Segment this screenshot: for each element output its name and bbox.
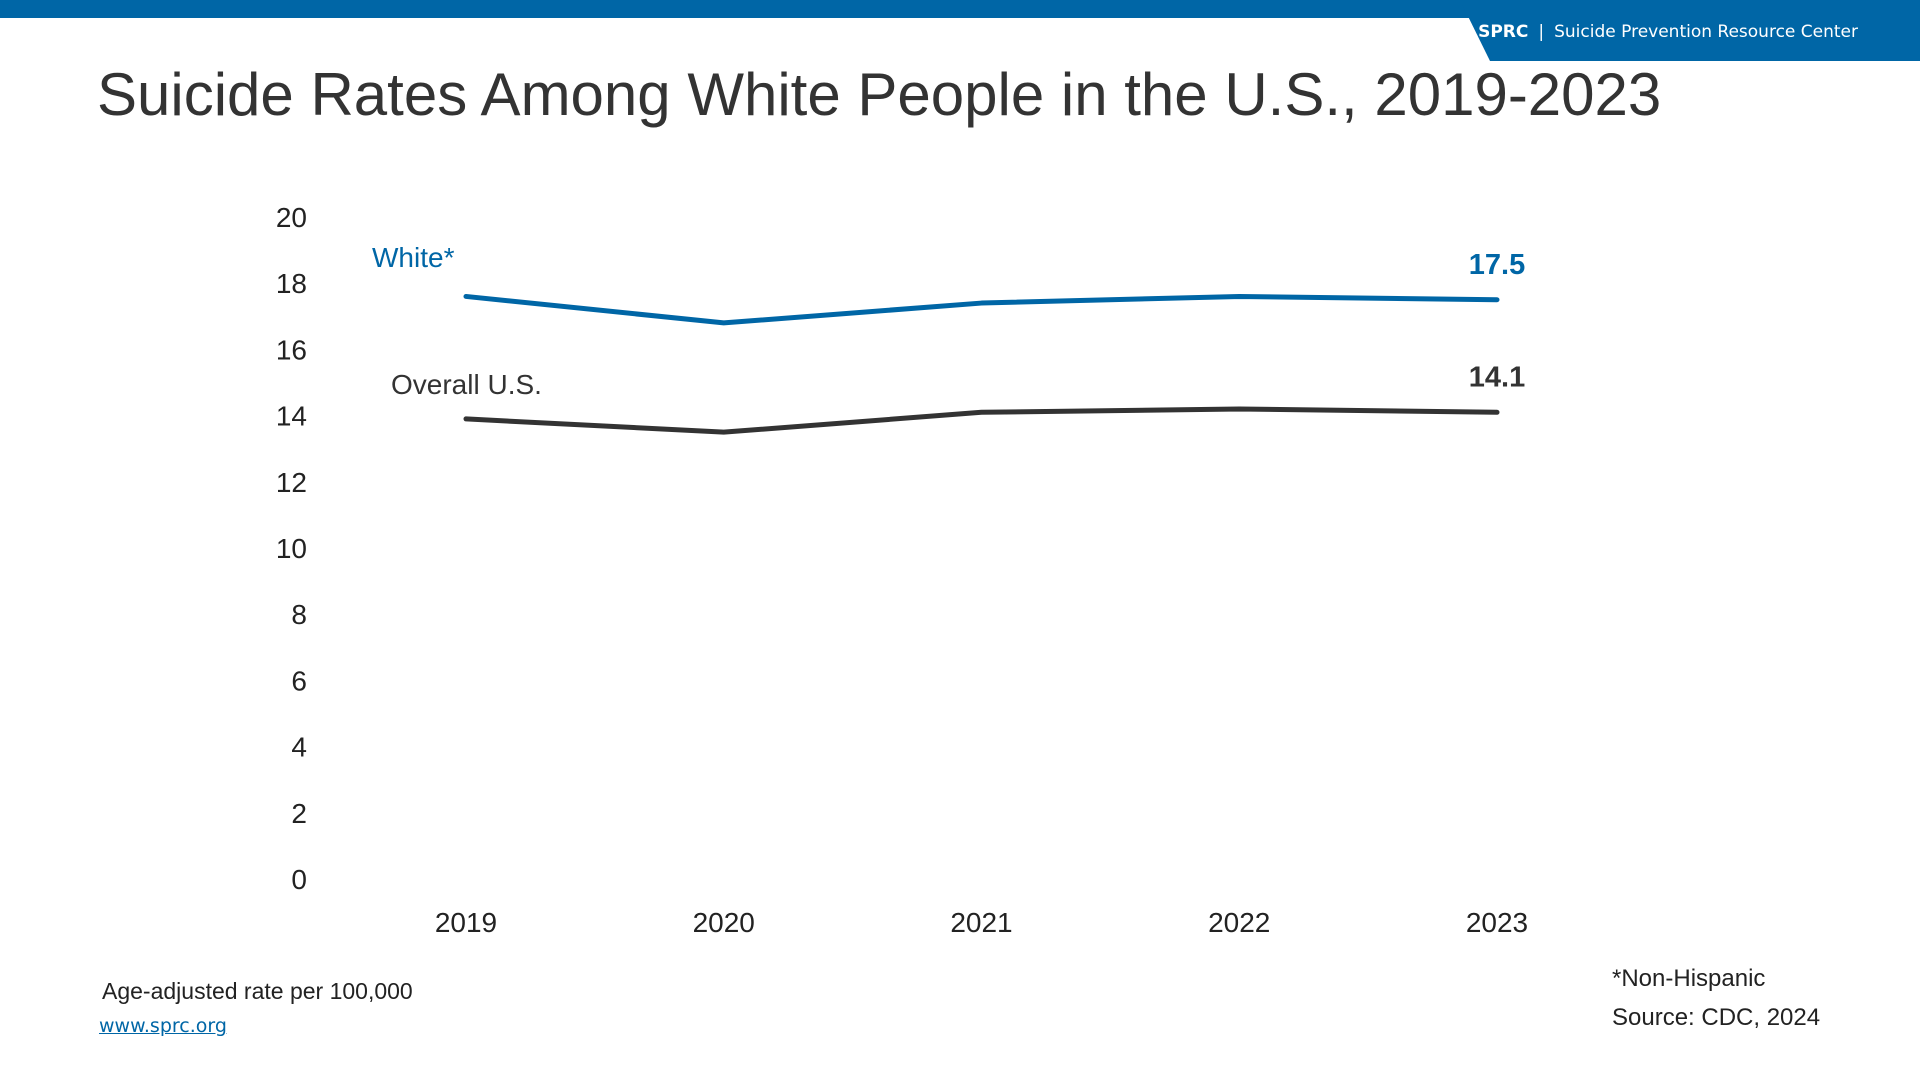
end-value-label: 17.5 bbox=[1469, 249, 1525, 281]
x-tick-label: 2023 bbox=[1466, 907, 1528, 938]
brand-tab: SPRC | Suicide Prevention Resource Cente… bbox=[1460, 0, 1920, 61]
series-name-label: Overall U.S. bbox=[391, 369, 542, 400]
x-tick-label: 2020 bbox=[693, 907, 755, 938]
y-tick-label: 8 bbox=[291, 599, 307, 630]
brand-name: Suicide Prevention Resource Center bbox=[1554, 21, 1858, 42]
y-axis-ticks: 0 2 4 6 8 10 12 14 16 18 20 bbox=[276, 202, 307, 895]
website-link[interactable]: www.sprc.org bbox=[99, 1015, 227, 1037]
y-tick-label: 2 bbox=[291, 798, 307, 829]
page-title: Suicide Rates Among White People in the … bbox=[97, 61, 1662, 128]
series-line bbox=[463, 293, 1500, 326]
y-tick-label: 6 bbox=[291, 665, 307, 696]
y-tick-label: 4 bbox=[291, 732, 307, 763]
x-tick-label: 2022 bbox=[1208, 907, 1270, 938]
y-tick-label: 0 bbox=[291, 864, 307, 895]
brand-abbreviation: SPRC bbox=[1478, 21, 1529, 42]
x-tick-label: 2019 bbox=[435, 907, 497, 938]
series-labels: White* 17.5 Overall U.S. 14.1 bbox=[372, 242, 1525, 400]
y-tick-label: 14 bbox=[276, 401, 307, 432]
y-tick-label: 16 bbox=[276, 334, 307, 365]
unit-note: Age-adjusted rate per 100,000 bbox=[102, 978, 413, 1004]
y-tick-label: 20 bbox=[276, 202, 307, 233]
x-tick-label: 2021 bbox=[950, 907, 1012, 938]
y-tick-label: 12 bbox=[276, 467, 307, 498]
series-line bbox=[463, 406, 1500, 435]
series-lines bbox=[463, 293, 1500, 435]
top-bar bbox=[0, 0, 1920, 18]
y-tick-label: 18 bbox=[276, 268, 307, 299]
x-axis-ticks: 2019 2020 2021 2022 2023 bbox=[435, 907, 1528, 938]
brand-separator: | bbox=[1538, 21, 1545, 42]
end-value-label: 14.1 bbox=[1469, 361, 1525, 393]
y-tick-label: 10 bbox=[276, 533, 307, 564]
series-name-label: White* bbox=[372, 242, 455, 273]
source-note: Source: CDC, 2024 bbox=[1612, 1004, 1821, 1031]
footnote: *Non-Hispanic bbox=[1612, 965, 1766, 992]
